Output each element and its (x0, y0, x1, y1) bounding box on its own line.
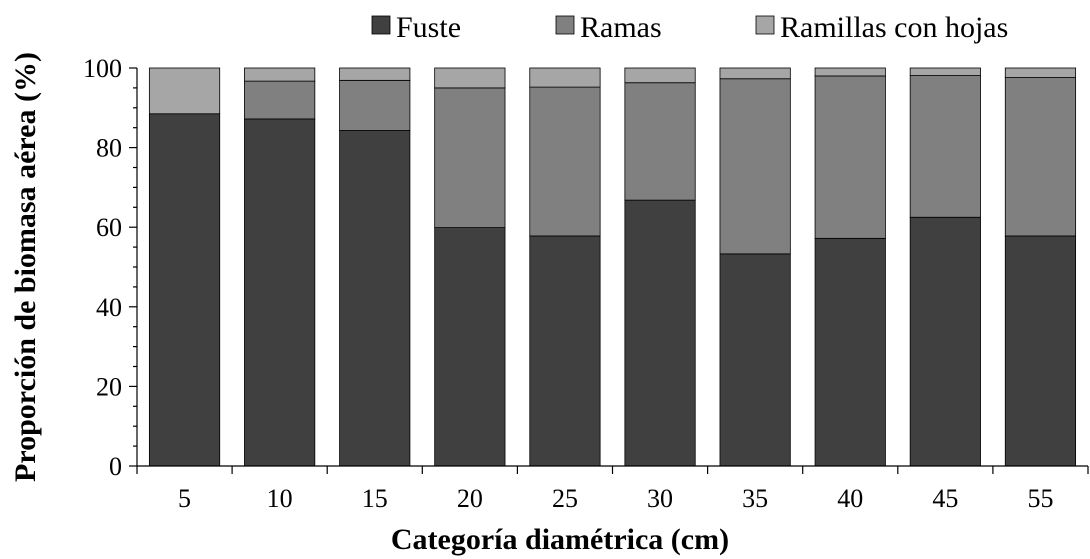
x-tick-label-55: 55 (1027, 484, 1053, 513)
bar-35-series-0 (719, 253, 791, 467)
bar-30-series-0 (624, 199, 696, 467)
bar-45-series-1 (909, 75, 981, 218)
x-tick-label-5: 5 (178, 484, 191, 513)
x-tick-label-20: 20 (457, 484, 483, 513)
legend-label-2: Ramillas con hojas (780, 11, 1008, 44)
y-tick-label-60: 60 (96, 213, 122, 242)
x-tick-label-25: 25 (552, 484, 578, 513)
bar-25-series-2 (529, 67, 601, 88)
bar-55-series-0 (1004, 235, 1077, 467)
legend-swatch-2 (755, 15, 775, 35)
bar-40-series-2 (814, 67, 886, 77)
bar-15-series-2 (339, 67, 411, 81)
y-tick-label-0: 0 (109, 452, 122, 481)
bar-55-series-1 (1004, 77, 1077, 237)
bar-20-series-0 (434, 227, 506, 467)
bars (148, 67, 1077, 467)
bar-15-series-0 (339, 130, 411, 467)
bar-10-series-0 (244, 118, 316, 467)
y-tick-label-20: 20 (96, 372, 122, 401)
x-tick-label-40: 40 (837, 484, 863, 513)
legend-label-1: Ramas (580, 11, 662, 44)
bar-35-series-2 (719, 67, 791, 80)
bar-45-series-2 (909, 67, 981, 76)
bar-5-series-0 (148, 113, 221, 467)
bar-55-series-2 (1004, 67, 1077, 78)
y-axis-title: Proporción de biomasa aérea (%) (9, 52, 42, 482)
bar-40-series-1 (814, 75, 886, 239)
bar-25-series-1 (529, 86, 601, 237)
y-ticks: 0 20 40 60 80 100 (83, 54, 137, 481)
bar-20-series-2 (434, 67, 506, 89)
legend: Fuste Ramas Ramillas con hojas (371, 11, 1008, 44)
bar-15-series-1 (339, 79, 411, 131)
x-axis-title: Categoría diamétrica (cm) (391, 523, 729, 556)
legend-swatch-1 (555, 15, 575, 35)
legend-label-0: Fuste (396, 11, 461, 44)
bar-10-series-1 (244, 80, 316, 120)
x-tick-label-30: 30 (647, 484, 673, 513)
x-tick-label-15: 15 (362, 484, 388, 513)
bar-25-series-0 (529, 235, 601, 467)
legend-swatch-0 (371, 15, 391, 35)
x-ticks: 5 10 15 20 25 30 35 40 45 55 (136, 466, 1089, 513)
bar-30-series-2 (624, 67, 696, 84)
bar-45-series-0 (909, 216, 981, 467)
y-tick-label-80: 80 (96, 134, 122, 163)
x-tick-label-45: 45 (932, 484, 958, 513)
x-tick-label-35: 35 (742, 484, 768, 513)
y-tick-label-100: 100 (83, 54, 122, 83)
x-tick-label-10: 10 (267, 484, 293, 513)
bar-35-series-1 (719, 78, 791, 255)
bar-5-series-2 (148, 67, 221, 115)
bar-10-series-2 (244, 67, 316, 82)
bar-20-series-1 (434, 87, 506, 228)
bar-30-series-1 (624, 82, 696, 201)
y-tick-label-40: 40 (96, 293, 122, 322)
bar-40-series-0 (814, 237, 886, 467)
